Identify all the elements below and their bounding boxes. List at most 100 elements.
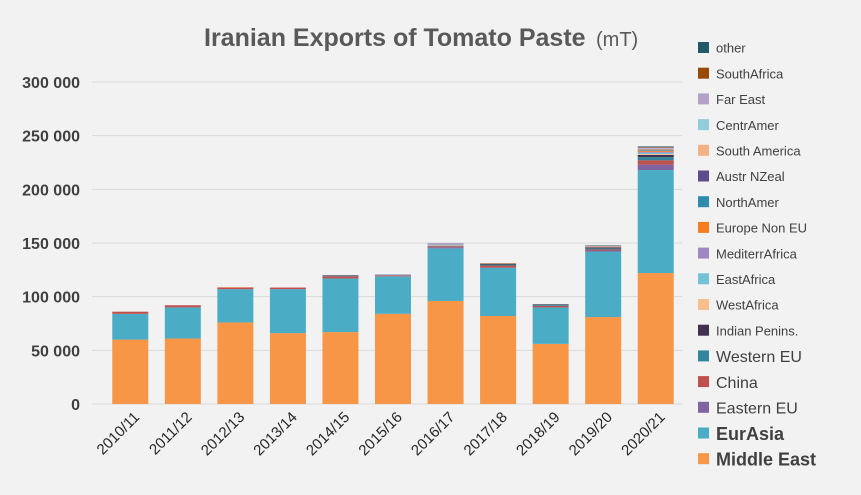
legend-swatch: [698, 42, 709, 53]
bar-segment: [585, 245, 622, 247]
bar-segment: [637, 150, 674, 151]
legend-swatch: [698, 196, 709, 208]
bar-segment: [217, 322, 254, 404]
bar-segment: [585, 246, 622, 247]
bar-segment: [637, 151, 674, 153]
legend-swatch: [698, 221, 709, 233]
bar-segment: [269, 333, 306, 404]
bar-segment: [217, 289, 254, 323]
bar-segment: [637, 149, 674, 150]
legend-swatch: [698, 427, 709, 439]
legend-label: Middle East: [716, 450, 816, 470]
bar-segment: [427, 245, 464, 246]
legend-swatch: [698, 299, 709, 310]
bar-segment: [585, 317, 622, 404]
bar-segment: [112, 339, 149, 404]
bar-segment: [480, 264, 517, 266]
y-tick-label: 150 000: [22, 236, 80, 253]
chart-title: Iranian Exports of Tomato Paste (mT): [204, 24, 638, 52]
bar-segment: [585, 246, 622, 248]
legend-swatch: [698, 453, 709, 465]
legend-swatch: [698, 376, 709, 388]
bar-segment: [532, 307, 569, 344]
bar-segment: [637, 170, 674, 274]
legend-swatch: [698, 170, 709, 182]
bar-segment: [637, 164, 674, 171]
bar-segment: [637, 149, 674, 151]
bar-segment: [269, 289, 306, 334]
legend-label: MediterrAfrica: [716, 246, 798, 261]
y-tick-label: 0: [71, 397, 80, 414]
bar-segment: [375, 274, 411, 275]
bar-segment: [637, 273, 674, 404]
bar-segment: [322, 276, 359, 279]
bar-segment: [637, 152, 674, 154]
legend-label: Far East: [716, 92, 766, 107]
legend-label: China: [716, 375, 758, 392]
bar-segment: [427, 244, 464, 245]
x-tick-label: 2019/20: [566, 409, 616, 459]
bar-segment: [637, 150, 674, 152]
bar-segment: [269, 287, 306, 290]
legend-label: EurAsia: [716, 424, 785, 444]
bar-segment: [322, 275, 359, 276]
legend-swatch: [698, 350, 709, 362]
bar-segment: [427, 244, 464, 246]
legend-label: Austr NZeal: [716, 169, 785, 184]
legend-label: other: [716, 41, 746, 56]
y-tick-label: 250 000: [22, 129, 80, 146]
legend-swatch: [698, 273, 709, 285]
bar-segment: [637, 153, 674, 155]
bar-segment: [217, 287, 254, 288]
bar-segment: [585, 247, 622, 249]
legend-swatch: [698, 247, 709, 259]
x-axis-ticks: 2010/11 2011/12 2012/13 2013/14 2014/15 2015/…: [94, 409, 669, 459]
bar-segment: [585, 245, 622, 246]
bar-segment: [480, 267, 517, 316]
bar-segment: [427, 248, 464, 301]
bar-segment: [637, 157, 674, 161]
x-tick-label: 2017/18: [461, 409, 511, 459]
y-axis-ticks: 0 50 000 100 000 150 000 200 000 250 000 300 0…: [22, 75, 80, 414]
x-tick-label: 2015/16: [355, 409, 405, 459]
bar-segment: [480, 263, 517, 265]
x-tick-label: 2020/21: [618, 409, 668, 459]
bar-segment: [375, 313, 411, 404]
legend-label: Western EU: [716, 349, 802, 366]
legend-swatch: [698, 144, 709, 156]
bar-segment: [637, 154, 674, 158]
bar-segment: [532, 304, 569, 305]
bar-segment: [585, 251, 622, 318]
legend: other SouthAfrica Far East CentrAmer South A…: [698, 41, 816, 470]
bar-segment: [322, 332, 359, 404]
bar-segment: [532, 343, 569, 404]
y-tick-label: 50 000: [31, 343, 80, 360]
bar-segment: [480, 315, 517, 404]
bar-segment: [637, 147, 674, 149]
bar-segment: [532, 304, 569, 306]
bar-segment: [480, 263, 517, 264]
bar-segment: [112, 313, 149, 340]
legend-label: Europe Non EU: [716, 221, 807, 236]
bar-segment: [112, 311, 149, 314]
y-tick-label: 200 000: [22, 182, 80, 199]
bar-segment: [322, 278, 359, 333]
bar-segment: [585, 248, 622, 250]
bar-segment: [480, 265, 517, 268]
x-tick-label: 2012/13: [198, 409, 248, 459]
chart-title-text: Iranian Exports of Tomato Paste: [204, 24, 586, 52]
x-tick-label: 2011/12: [146, 409, 196, 459]
legend-label: NorthAmer: [716, 195, 780, 210]
bar-segment: [637, 148, 674, 150]
bar-segment: [375, 274, 411, 276]
chart-title-unit: (mT): [596, 29, 638, 51]
x-tick-label: 2016/17: [408, 409, 458, 459]
y-tick-label: 300 000: [22, 75, 80, 92]
y-tick-label: 100 000: [22, 290, 80, 307]
bar-segment: [164, 305, 201, 308]
bar-segment: [637, 146, 674, 148]
legend-label: SouthAfrica: [716, 66, 784, 81]
bar-segment: [322, 275, 359, 277]
bar-segment: [427, 243, 464, 245]
